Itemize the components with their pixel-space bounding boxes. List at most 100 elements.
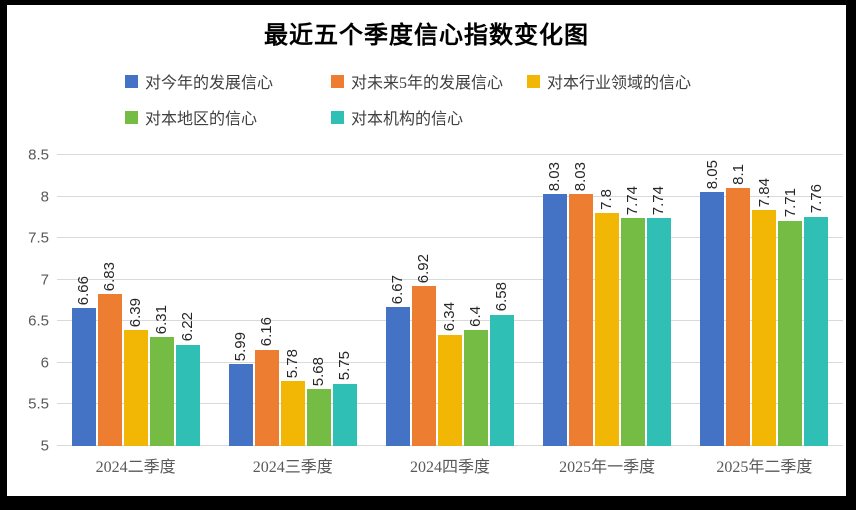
legend-item-2: 对本行业领域的信心 <box>527 69 691 93</box>
bar-with-label: 7.8 <box>595 189 620 446</box>
x-category-label: 2025年一季度 <box>559 459 656 476</box>
bar-group: 6.66 6.83 6.39 6.31 6.22 <box>57 155 214 446</box>
data-label: 8.05 <box>703 160 721 190</box>
y-tick-label: 6.5 <box>28 312 49 330</box>
bar-with-label: 8.1 <box>726 164 751 446</box>
chart-title: 最近五个季度信心指数变化图 <box>264 23 589 49</box>
bar-with-label: 5.75 <box>332 351 357 446</box>
bar-series-4 <box>332 383 357 446</box>
bar-series-4 <box>804 216 829 446</box>
x-category-label: 2024二季度 <box>95 459 176 476</box>
data-label: 6.83 <box>100 261 118 291</box>
chart-canvas: 最近五个季度信心指数变化图 对今年的发展信心 对未来5年的发展信心 对本行业领域的信… <box>7 5 846 496</box>
legend-swatch-icon <box>125 74 138 88</box>
bar-series-0 <box>228 363 253 446</box>
data-label: 7.76 <box>807 184 825 214</box>
y-tick-label: 5 <box>40 437 49 455</box>
legend-item-3: 对本地区的信心 <box>125 105 331 129</box>
legend-label: 对今年的发展信心 <box>145 75 274 92</box>
data-label: 6.34 <box>441 302 459 332</box>
data-label: 5.78 <box>283 348 301 379</box>
x-category-label: 2024四季度 <box>409 459 490 476</box>
y-tick-label: 7 <box>40 271 49 289</box>
bar-series-3 <box>778 220 803 446</box>
bar-with-label: 6.67 <box>385 274 410 446</box>
bar-with-label: 6.16 <box>254 317 279 446</box>
legend-label: 对本行业领域的信心 <box>547 75 692 92</box>
legend-item-4: 对本机构的信心 <box>331 105 527 129</box>
bar-with-label: 8.03 <box>543 161 568 446</box>
data-label: 7.74 <box>624 186 642 216</box>
gridline <box>57 237 843 239</box>
bar-with-label: 8.03 <box>569 161 594 446</box>
bar-series-2 <box>595 213 620 446</box>
bar-with-label: 7.74 <box>621 186 646 446</box>
x-axis-labels: 2024二季度 2024三季度 2024四季度 2025年一季度 2025年二季度 <box>57 460 843 484</box>
y-axis: 5 5.5 6 6.5 7 7.5 8 8.5 <box>7 148 49 454</box>
data-label: 8.1 <box>729 164 747 186</box>
gridline <box>57 154 843 155</box>
legend-item-1: 对未来5年的发展信心 <box>331 69 527 93</box>
legend-item-0: 对今年的发展信心 <box>125 69 331 93</box>
bar-with-label: 6.39 <box>123 298 148 446</box>
bar-with-label: 7.74 <box>647 186 672 446</box>
bar-with-label: 6.58 <box>489 282 514 446</box>
data-label: 6.58 <box>493 282 511 312</box>
bar-series-4 <box>489 314 514 446</box>
bar-series-4 <box>647 218 672 446</box>
x-category-label: 2025年二季度 <box>716 459 813 476</box>
bar-with-label: 6.22 <box>175 312 200 446</box>
data-label: 8.03 <box>546 161 564 192</box>
legend-label: 对本机构的信心 <box>351 111 464 128</box>
bar-series-3 <box>306 389 331 446</box>
bar-group: 6.67 6.92 6.34 6.4 6.58 <box>371 155 528 446</box>
bar-with-label: 6.31 <box>149 304 174 446</box>
bar-series-2 <box>123 330 148 446</box>
legend-swatch-icon <box>331 110 344 124</box>
bar-group: 8.03 8.03 7.8 7.74 7.74 <box>529 155 686 446</box>
data-label: 6.39 <box>126 298 144 328</box>
legend: 对今年的发展信心 对未来5年的发展信心 对本行业领域的信心对本地区的信心 对本机构的信… <box>125 69 691 129</box>
bar-with-label: 5.99 <box>228 331 253 446</box>
data-label: 6.22 <box>178 312 196 342</box>
bar-with-label: 5.78 <box>280 348 305 446</box>
bar-series-3 <box>463 329 488 446</box>
bar-with-label: 6.34 <box>437 302 462 446</box>
bar-with-label: 7.76 <box>804 184 829 446</box>
y-tick-label: 8.5 <box>28 146 49 164</box>
legend-swatch-icon <box>331 74 344 88</box>
bar-with-label: 6.92 <box>411 254 436 446</box>
legend-label: 对本地区的信心 <box>145 111 258 128</box>
data-label: 6.67 <box>389 274 407 305</box>
bar-series-0 <box>543 194 568 446</box>
legend-swatch-icon <box>125 110 138 124</box>
bar-with-label: 7.71 <box>778 188 803 446</box>
data-label: 7.8 <box>598 189 616 211</box>
gridline <box>57 195 843 197</box>
bar-series-0 <box>385 307 410 446</box>
y-tick-label: 7.5 <box>28 229 49 247</box>
bar-series-1 <box>254 349 279 446</box>
bar-series-1 <box>411 286 436 446</box>
y-tick-label: 5.5 <box>28 395 49 413</box>
data-label: 6.16 <box>257 317 275 347</box>
bar-with-label: 8.05 <box>700 160 725 446</box>
gridline <box>57 320 843 322</box>
data-label: 5.68 <box>309 357 327 387</box>
bar-with-label: 7.84 <box>752 178 777 446</box>
data-label: 8.03 <box>572 161 590 192</box>
data-label: 5.75 <box>335 351 353 381</box>
bar-series-2 <box>752 209 777 446</box>
bar-series-1 <box>726 188 751 446</box>
bar-series-2 <box>437 334 462 446</box>
bar-with-label: 6.66 <box>71 276 96 446</box>
data-label: 7.74 <box>650 186 668 216</box>
bar-series-0 <box>71 307 96 446</box>
bar-group: 5.99 6.16 5.78 5.68 5.75 <box>214 155 371 446</box>
gridline <box>57 278 843 280</box>
bar-group: 8.05 8.1 7.84 7.71 7.76 <box>686 155 843 446</box>
bar-series-3 <box>621 218 646 446</box>
data-label: 6.31 <box>152 304 170 335</box>
data-label: 5.99 <box>231 331 249 361</box>
